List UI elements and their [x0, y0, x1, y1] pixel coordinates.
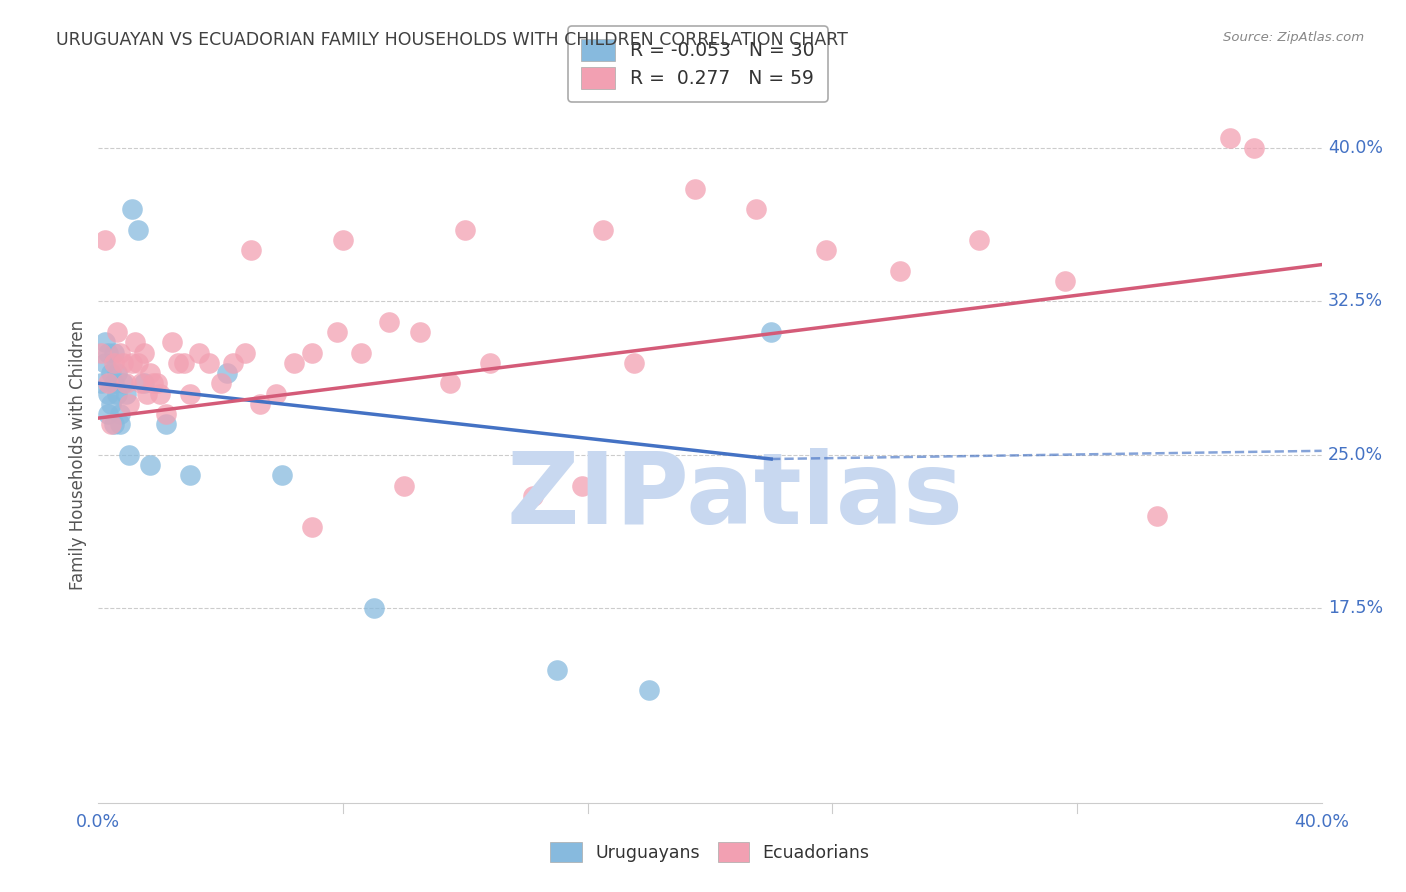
Point — [134, 376, 156, 391]
Point — [108, 345, 131, 359]
Point — [1146, 509, 1168, 524]
Point — [103, 356, 125, 370]
Point — [283, 356, 305, 370]
Point — [90, 345, 112, 359]
Point — [100, 397, 122, 411]
Legend: Uruguayans, Ecuadorians: Uruguayans, Ecuadorians — [538, 830, 882, 874]
Point — [363, 601, 385, 615]
Point — [301, 519, 323, 533]
Point — [105, 366, 128, 380]
Point — [392, 478, 416, 492]
Point — [197, 356, 219, 370]
Point — [134, 345, 156, 359]
Point — [97, 345, 120, 359]
Point — [103, 376, 125, 391]
Point — [179, 468, 201, 483]
Point — [93, 233, 115, 247]
Point — [889, 264, 911, 278]
Point — [160, 335, 183, 350]
Point — [97, 376, 120, 391]
Text: ZIPatlas: ZIPatlas — [506, 448, 963, 545]
Point — [93, 335, 115, 350]
Point — [139, 366, 162, 380]
Point — [115, 386, 138, 401]
Point — [121, 356, 143, 370]
Text: 0.0%: 0.0% — [76, 813, 121, 831]
Point — [149, 386, 172, 401]
Point — [103, 345, 125, 359]
Point — [124, 335, 146, 350]
Point — [136, 386, 159, 401]
Point — [97, 407, 120, 421]
Y-axis label: Family Households with Children: Family Households with Children — [69, 320, 87, 590]
Point — [815, 244, 838, 258]
Point — [332, 233, 354, 247]
Point — [270, 468, 292, 483]
Point — [105, 386, 128, 401]
Point — [378, 315, 401, 329]
Point — [105, 325, 128, 339]
Point — [233, 345, 256, 359]
Point — [100, 417, 122, 432]
Point — [759, 325, 782, 339]
Point — [454, 223, 477, 237]
Text: 25.0%: 25.0% — [1327, 446, 1384, 464]
Point — [546, 663, 568, 677]
Point — [683, 182, 706, 196]
Text: Source: ZipAtlas.com: Source: ZipAtlas.com — [1223, 31, 1364, 45]
Point — [139, 458, 162, 472]
Point — [121, 202, 143, 217]
Point — [522, 489, 544, 503]
Point — [97, 386, 120, 401]
Point — [167, 356, 190, 370]
Point — [111, 376, 134, 391]
Point — [215, 366, 238, 380]
Point — [155, 407, 177, 421]
Point — [1219, 130, 1241, 145]
Text: 32.5%: 32.5% — [1327, 293, 1384, 310]
Point — [745, 202, 768, 217]
Point — [93, 356, 115, 370]
Point — [1243, 141, 1265, 155]
Point — [326, 325, 349, 339]
Point — [222, 356, 245, 370]
Text: 40.0%: 40.0% — [1294, 813, 1350, 831]
Point — [592, 223, 614, 237]
Point — [90, 376, 112, 391]
Point — [637, 683, 661, 698]
Point — [155, 417, 177, 432]
Point — [1053, 274, 1076, 288]
Point — [264, 386, 287, 401]
Point — [108, 417, 131, 432]
Point — [240, 244, 263, 258]
Point — [108, 407, 131, 421]
Text: 40.0%: 40.0% — [1327, 139, 1382, 157]
Point — [142, 376, 165, 391]
Point — [301, 345, 323, 359]
Point — [571, 478, 593, 492]
Point — [408, 325, 430, 339]
Point — [145, 376, 167, 391]
Point — [249, 397, 271, 411]
Point — [100, 366, 122, 380]
Point — [623, 356, 645, 370]
Point — [967, 233, 990, 247]
Point — [118, 397, 141, 411]
Point — [179, 386, 201, 401]
Point — [129, 376, 152, 391]
Point — [188, 345, 211, 359]
Point — [439, 376, 461, 391]
Point — [103, 417, 125, 432]
Text: 17.5%: 17.5% — [1327, 599, 1384, 617]
Point — [127, 223, 149, 237]
Point — [209, 376, 232, 391]
Point — [115, 376, 138, 391]
Point — [173, 356, 195, 370]
Text: URUGUAYAN VS ECUADORIAN FAMILY HOUSEHOLDS WITH CHILDREN CORRELATION CHART: URUGUAYAN VS ECUADORIAN FAMILY HOUSEHOLD… — [56, 31, 848, 49]
Point — [350, 345, 373, 359]
Point — [478, 356, 501, 370]
Point — [127, 356, 149, 370]
Point — [111, 356, 134, 370]
Point — [118, 448, 141, 462]
